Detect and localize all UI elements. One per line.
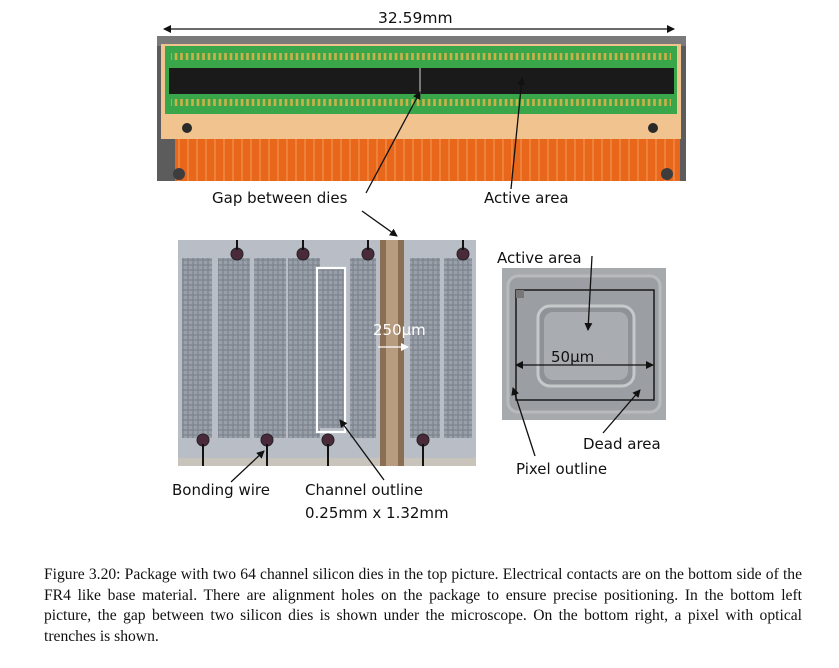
channel-outline-label: Channel outline — [305, 481, 423, 499]
die-gap-micrograph — [178, 240, 476, 466]
active-area-top-label: Active area — [484, 189, 569, 207]
gap-between-dies-label: Gap between dies — [212, 189, 348, 207]
bonding-wire-label: Bonding wire — [172, 481, 270, 499]
active-area-pixel-label: Active area — [497, 249, 582, 267]
package-photo — [157, 36, 686, 181]
pixel-outline-label: Pixel outline — [516, 460, 608, 478]
figure-caption: Figure 3.20: Package with two 64 channel… — [44, 566, 802, 645]
dead-area-label: Dead area — [583, 435, 661, 453]
dimension-label: 32.59mm — [378, 9, 453, 27]
gap-size-label: 250μm — [373, 321, 426, 339]
channel-size-label: 0.25mm x 1.32mm — [305, 504, 449, 522]
